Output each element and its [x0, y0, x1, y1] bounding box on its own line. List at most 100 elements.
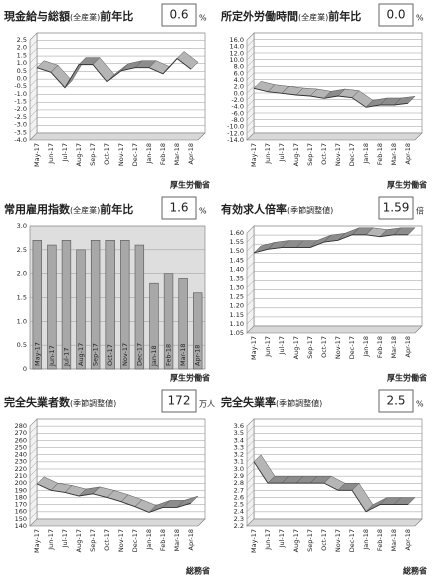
- grid-line-side: [246, 504, 255, 512]
- latest-box: [378, 3, 414, 27]
- x-tick-label: Feb-18: [376, 143, 384, 165]
- panel: 所定外労働時間(全産業)前年比 0.0 % -14.0-12.0-10.0-8.0-6…: [221, 3, 427, 190]
- line: [253, 234, 408, 254]
- grid-line-side: [246, 244, 255, 252]
- y-tick-label: 250: [15, 443, 27, 451]
- title-main: 完全失業率: [221, 395, 276, 409]
- x-tick-label: Apr-18: [404, 529, 412, 550]
- grid-line-side: [246, 461, 255, 470]
- grid-line-side: [246, 106, 255, 114]
- y-tick-label: 10.0: [230, 56, 244, 64]
- grid-line-side: [29, 71, 38, 79]
- x-tick-label: Sep-17: [92, 343, 100, 366]
- title-note: (季節調整値): [70, 398, 116, 408]
- grid-line-side: [29, 483, 38, 491]
- title-note: (全産業): [70, 205, 100, 215]
- x-tick-label: Apr-18: [404, 336, 412, 357]
- title-main: 完全失業者数: [4, 395, 71, 409]
- x-tick-label: Aug-17: [75, 529, 83, 552]
- grid-line-side: [246, 126, 255, 134]
- grid-line-side: [246, 79, 255, 87]
- y-tick-label: -8.0: [231, 116, 244, 124]
- title-suffix: 前年比: [328, 9, 361, 23]
- y-tick-label: -2.5: [14, 113, 27, 121]
- x-tick-label: Feb-18: [376, 336, 384, 358]
- title-note: (全産業): [70, 12, 100, 22]
- grid-line-side: [29, 94, 38, 102]
- y-tick-label: 3.5: [234, 429, 244, 437]
- grid-line-side: [246, 119, 255, 127]
- grid-line-side: [246, 132, 255, 141]
- bar: [47, 244, 57, 370]
- floor: [246, 325, 423, 334]
- source: 総務省: [186, 566, 210, 576]
- grid-line-side: [246, 271, 255, 279]
- panel-title: 所定外労働時間(全産業)前年比: [221, 9, 361, 23]
- bar: [193, 292, 203, 370]
- y-tick-label: 1.05: [230, 329, 244, 337]
- back-wall: [253, 225, 423, 327]
- x-tick-label: Dec-17: [348, 336, 356, 359]
- y-tick-label: 2.0: [17, 44, 27, 52]
- x-tick-label: Apr-18: [404, 143, 412, 164]
- y-tick-label: 1.10: [230, 320, 244, 328]
- x-tick-label: Jan-18: [150, 345, 158, 367]
- y-tick-label: 6.0: [234, 69, 244, 77]
- grid-line-side: [29, 418, 38, 427]
- x-tick-label: Aug-17: [75, 143, 83, 166]
- y-tick-label: 2.3: [234, 515, 244, 523]
- y-tick-label: 14.0: [230, 43, 244, 51]
- x-tick-label: Jun-17: [264, 529, 272, 551]
- x-tick-label: Jun-17: [264, 143, 272, 165]
- x-tick-label: Oct-17: [103, 143, 111, 165]
- line: [253, 87, 409, 108]
- panel-title: 現金給与総額(全産業)前年比: [4, 9, 133, 23]
- x-tick-label: Mar-18: [179, 344, 187, 366]
- y-tick-label: 210: [15, 472, 27, 480]
- x-tick-label: May-17: [250, 143, 258, 167]
- y-tick-label: 180: [15, 493, 27, 501]
- y-tick-label: 1.35: [230, 274, 244, 282]
- x-tick-label: Aug-17: [292, 529, 300, 552]
- y-tick-label: -1.5: [14, 98, 27, 106]
- grid-line-side: [246, 280, 255, 288]
- panel-title: 完全失業者数(季節調整値): [4, 395, 116, 409]
- y-tick-label: 0.5: [17, 67, 27, 75]
- grid-line-side: [29, 48, 38, 56]
- y-tick-label: 2.5: [17, 246, 27, 254]
- y-tick-label: 200: [15, 479, 27, 487]
- y-tick-label: 2.8: [234, 479, 244, 487]
- x-tick-label: Aug-17: [77, 343, 85, 366]
- line: [253, 461, 408, 513]
- grid-line-side: [246, 497, 255, 505]
- title-note: (季節調整値): [276, 398, 322, 408]
- y-tick-label: 1.30: [230, 284, 244, 292]
- x-tick-label: Dec-17: [131, 143, 139, 166]
- bar: [163, 273, 174, 370]
- latest-unit: %: [416, 400, 424, 409]
- y-tick-label: 1.50: [230, 247, 244, 255]
- y-tick-label: 0.0: [234, 89, 244, 97]
- x-tick-label: Jan-18: [362, 143, 370, 165]
- x-tick-label: Feb-18: [159, 143, 167, 165]
- grid-line-side: [246, 66, 255, 74]
- x-tick-label: Mar-18: [390, 529, 398, 551]
- x-tick-label: Jul-17: [278, 529, 286, 548]
- floor: [246, 518, 423, 527]
- source: 厚生労働省: [170, 180, 210, 190]
- grid-line-side: [246, 468, 255, 477]
- grid-line-side: [29, 102, 38, 110]
- x-tick-label: Jul-17: [61, 143, 69, 162]
- y-tick-label: 0.0: [17, 74, 27, 82]
- grid-line-side: [246, 483, 255, 491]
- grid-line-side: [29, 475, 38, 484]
- grid-line-side: [29, 86, 38, 95]
- x-tick-label: Aug-17: [292, 336, 300, 359]
- title-main: 現金給与総額: [4, 9, 70, 23]
- latest-box: [161, 3, 197, 27]
- y-tick-label: 1.25: [230, 293, 244, 301]
- grid-line-side: [29, 40, 38, 48]
- bar: [76, 249, 86, 370]
- panel: 有効求人倍率(季節調整値) 1.59 倍1.051.101.151.201.251.…: [221, 196, 427, 383]
- x-tick-label: Oct-17: [320, 529, 328, 551]
